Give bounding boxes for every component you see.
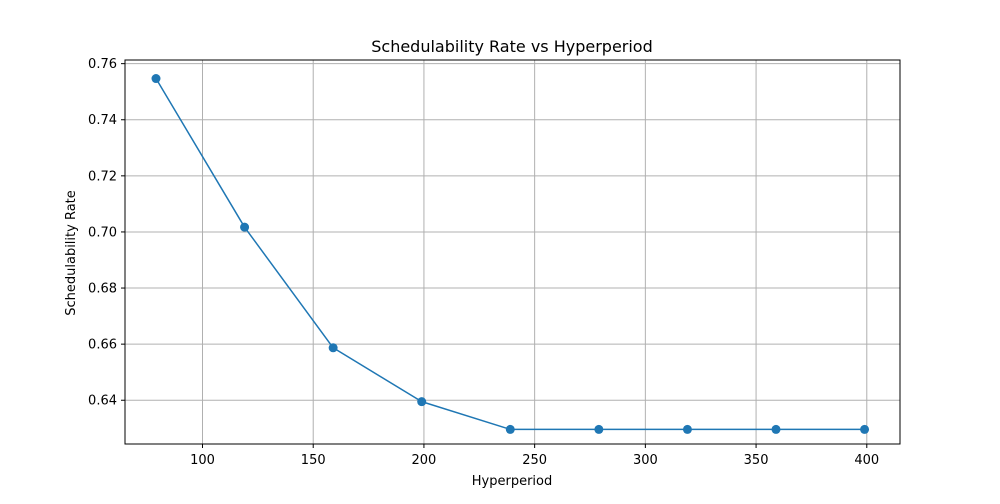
series-layer xyxy=(151,74,870,434)
x-tick-label: 300 xyxy=(633,453,658,468)
y-tick-label: 0.66 xyxy=(88,338,117,353)
data-point xyxy=(505,424,515,434)
y-tick-label: 0.72 xyxy=(88,169,117,184)
x-tick-label: 350 xyxy=(744,453,769,468)
data-point xyxy=(328,343,338,353)
y-tick-label: 0.70 xyxy=(88,225,117,240)
x-tick-label: 400 xyxy=(854,453,879,468)
data-point xyxy=(682,424,692,434)
data-point xyxy=(240,222,250,232)
y-axis-label: Schedulability Rate xyxy=(64,190,79,316)
tick-layer: 100 150 200 250 300 350 400 0.64 0.66 0.68 0.70 0.7… xyxy=(88,57,879,468)
x-tick-label: 100 xyxy=(190,453,215,468)
y-tick-label: 0.76 xyxy=(88,57,117,72)
x-tick-label: 200 xyxy=(412,453,437,468)
x-axis-label: Hyperperiod xyxy=(472,474,552,489)
y-tick-label: 0.74 xyxy=(88,113,117,128)
data-point xyxy=(860,424,870,434)
data-point xyxy=(594,424,604,434)
plot-frame xyxy=(124,59,901,445)
grid-layer xyxy=(125,60,900,444)
x-tick-label: 150 xyxy=(301,453,326,468)
y-tick-label: 0.64 xyxy=(88,394,117,409)
x-tick-label: 250 xyxy=(522,453,547,468)
y-tick-label: 0.68 xyxy=(88,282,117,297)
data-point xyxy=(151,74,161,84)
data-point xyxy=(417,397,427,407)
data-point xyxy=(771,424,781,434)
chart-title: Schedulability Rate vs Hyperperiod xyxy=(371,37,653,56)
